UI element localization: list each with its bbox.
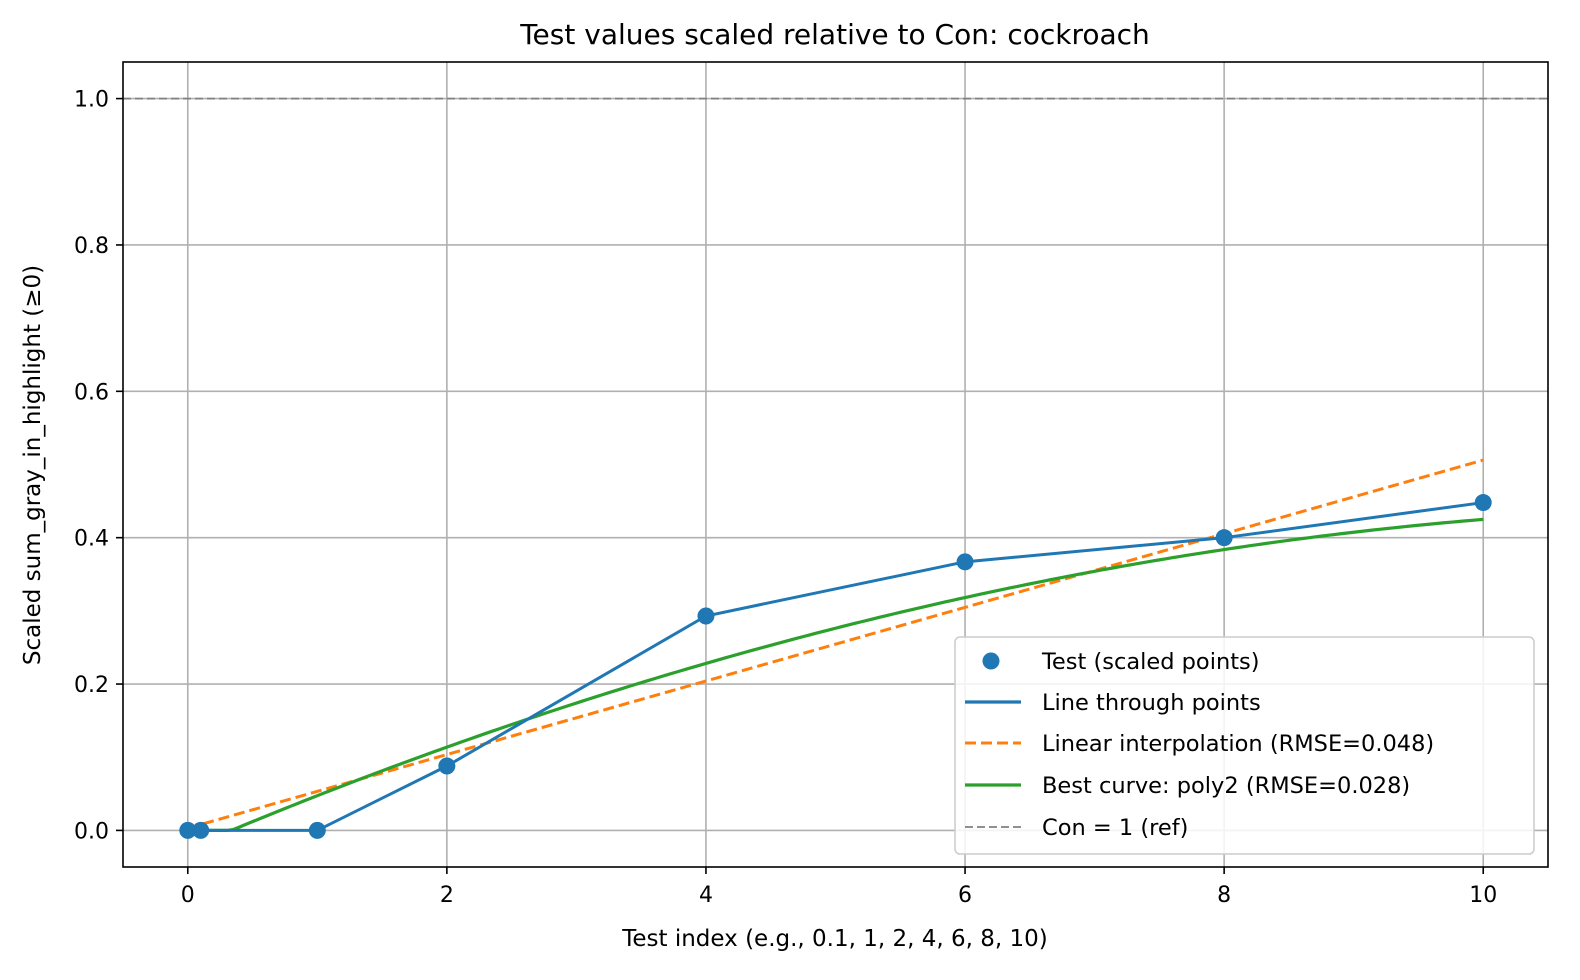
y-tick-label: 0.4 (74, 527, 109, 552)
linear-interpolation-line (187, 458, 1484, 830)
series-layer (123, 97, 1548, 839)
scatter-point (438, 757, 456, 775)
y-tick-label: 0.2 (74, 673, 109, 698)
scatter-point (1215, 529, 1233, 547)
legend-marker-scatter (982, 652, 1000, 670)
legend-label: Linear interpolation (RMSE=0.048) (1042, 731, 1434, 757)
poly2-curve (187, 517, 1484, 833)
x-tick-label: 8 (1217, 883, 1231, 908)
ticks: 0 2 4 6 8 10 0.0 0.2 0.4 0.6 0.8 1.0 (74, 88, 1497, 908)
y-axis-label: Scaled sum_gray_in_highlight (≥0) (20, 265, 46, 665)
legend-label: Test (scaled points) (1041, 649, 1260, 675)
legend-box (954, 636, 1535, 855)
x-tick-label: 6 (958, 883, 972, 908)
x-tick-label: 10 (1469, 883, 1497, 908)
scatter-point (179, 821, 197, 839)
legend-label: Con = 1 (ref) (1042, 815, 1188, 841)
scatter-point (697, 607, 715, 625)
x-tick-label: 2 (440, 883, 454, 908)
scatter-point (1474, 494, 1492, 512)
legend-label: Best curve: poly2 (RMSE=0.028) (1042, 773, 1410, 799)
scatter-point (956, 553, 974, 571)
y-tick-label: 0.6 (74, 380, 109, 405)
plot-frame (122, 61, 1549, 868)
legend-label: Line through points (1042, 690, 1261, 716)
chart-title: Test values scaled relative to Con: cock… (519, 18, 1150, 51)
legend: Test (scaled points) Line through points L… (954, 636, 1535, 855)
scatter-point (192, 821, 210, 839)
y-tick-label: 0.0 (74, 819, 109, 844)
y-tick-label: 0.8 (74, 234, 109, 259)
y-tick-label: 1.0 (74, 88, 109, 113)
x-tick-label: 4 (699, 883, 713, 908)
x-axis-label: Test index (e.g., 0.1, 1, 2, 4, 6, 8, 10… (621, 926, 1048, 952)
x-tick-label: 0 (181, 883, 195, 908)
scatter-point (308, 821, 326, 839)
line-through-points (187, 501, 1484, 832)
